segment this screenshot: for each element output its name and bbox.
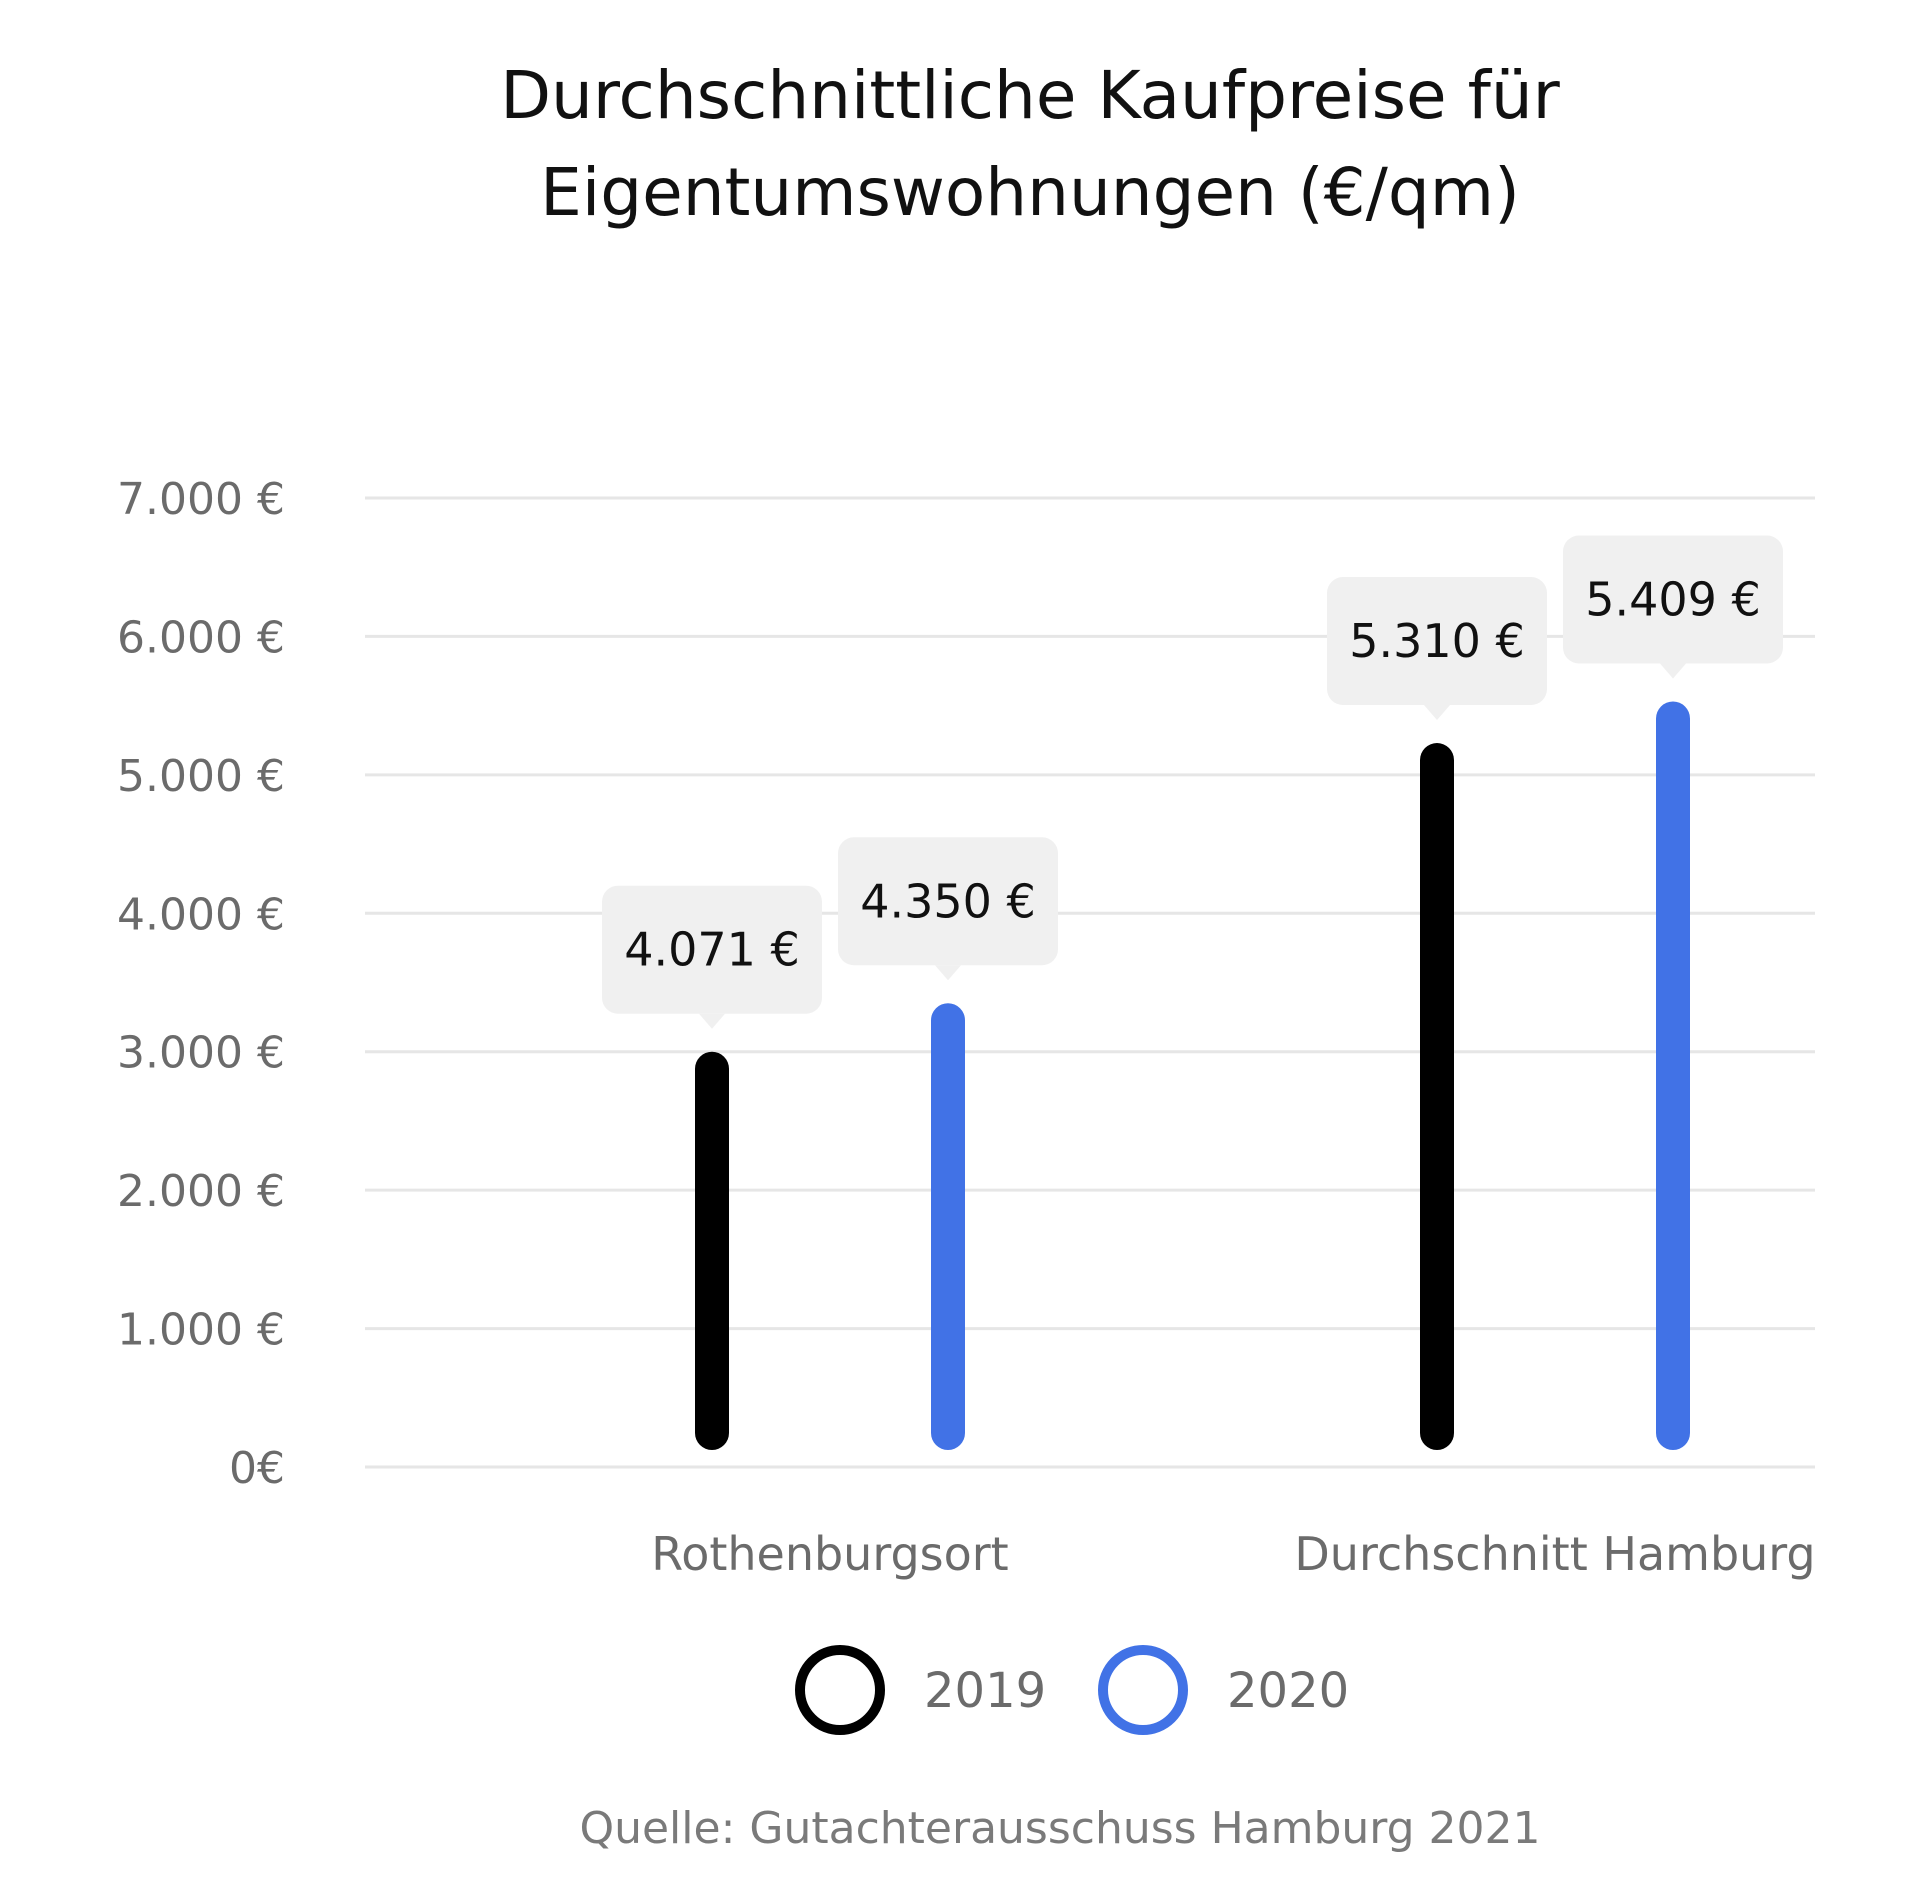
bar-2020-1 xyxy=(1656,701,1690,1450)
y-tick-label: 2.000 € xyxy=(117,1166,285,1217)
bars xyxy=(695,701,1690,1450)
x-axis-category-labels: Rothenburgsort Durchschnitt Hamburg xyxy=(651,1527,1815,1581)
data-label-2019-0: 4.071 € xyxy=(602,885,822,1029)
data-label-pointer xyxy=(1660,663,1686,679)
data-label-pointer xyxy=(935,965,961,981)
data-label-text: 4.071 € xyxy=(624,923,800,977)
data-label-text: 4.350 € xyxy=(860,874,1036,928)
y-tick-label: 3.000 € xyxy=(117,1028,285,1079)
bar-2020-0 xyxy=(931,1003,965,1450)
chart-title-line-1: Durchschnittliche Kaufpreise für xyxy=(500,57,1560,134)
chart-title: Durchschnittliche Kaufpreise für Eigentu… xyxy=(500,57,1560,231)
data-label-text: 5.409 € xyxy=(1585,572,1761,626)
data-label-box xyxy=(1327,577,1547,706)
source-note: Quelle: Gutachterausschuss Hamburg 2021 xyxy=(579,1803,1540,1854)
data-label-box xyxy=(838,837,1058,966)
legend-label: 2019 xyxy=(924,1663,1046,1719)
data-label-pointer xyxy=(699,1013,725,1029)
legend-marker xyxy=(1098,1645,1188,1735)
legend-marker xyxy=(795,1645,885,1735)
data-label-text: 5.310 € xyxy=(1349,614,1525,668)
legend-item-2019: 2019 xyxy=(795,1645,1046,1735)
bar-2019-0 xyxy=(695,1051,729,1450)
y-axis-tick-labels: 0€ 1.000 € 2.000 € 3.000 € 4.000 € 5.000 € 6.0… xyxy=(117,474,285,1494)
data-label-2019-1: 5.310 € xyxy=(1327,577,1547,721)
data-label-2020-1: 5.409 € xyxy=(1563,535,1783,679)
y-tick-label: 5.000 € xyxy=(117,751,285,802)
data-label-2020-0: 4.350 € xyxy=(838,837,1058,981)
data-label-pointer xyxy=(1424,705,1450,721)
x-category-label: Rothenburgsort xyxy=(651,1527,1008,1581)
legend: 2019 2020 xyxy=(795,1645,1349,1735)
y-tick-label: 7.000 € xyxy=(117,474,285,525)
data-label-box xyxy=(1563,535,1783,664)
chart-title-line-2: Eigentumswohnungen (€/qm) xyxy=(540,154,1520,231)
y-tick-label: 0€ xyxy=(229,1443,285,1494)
y-tick-label: 6.000 € xyxy=(117,612,285,663)
x-category-label: Durchschnitt Hamburg xyxy=(1294,1527,1815,1581)
data-labels: 4.071 € 4.350 € 5.310 € 5.409 € xyxy=(602,535,1783,1029)
legend-label: 2020 xyxy=(1227,1663,1349,1719)
legend-item-2020: 2020 xyxy=(1098,1645,1349,1735)
data-label-box xyxy=(602,885,822,1014)
y-tick-label: 1.000 € xyxy=(117,1305,285,1356)
bar-2019-1 xyxy=(1420,743,1454,1450)
y-tick-label: 4.000 € xyxy=(117,889,285,940)
